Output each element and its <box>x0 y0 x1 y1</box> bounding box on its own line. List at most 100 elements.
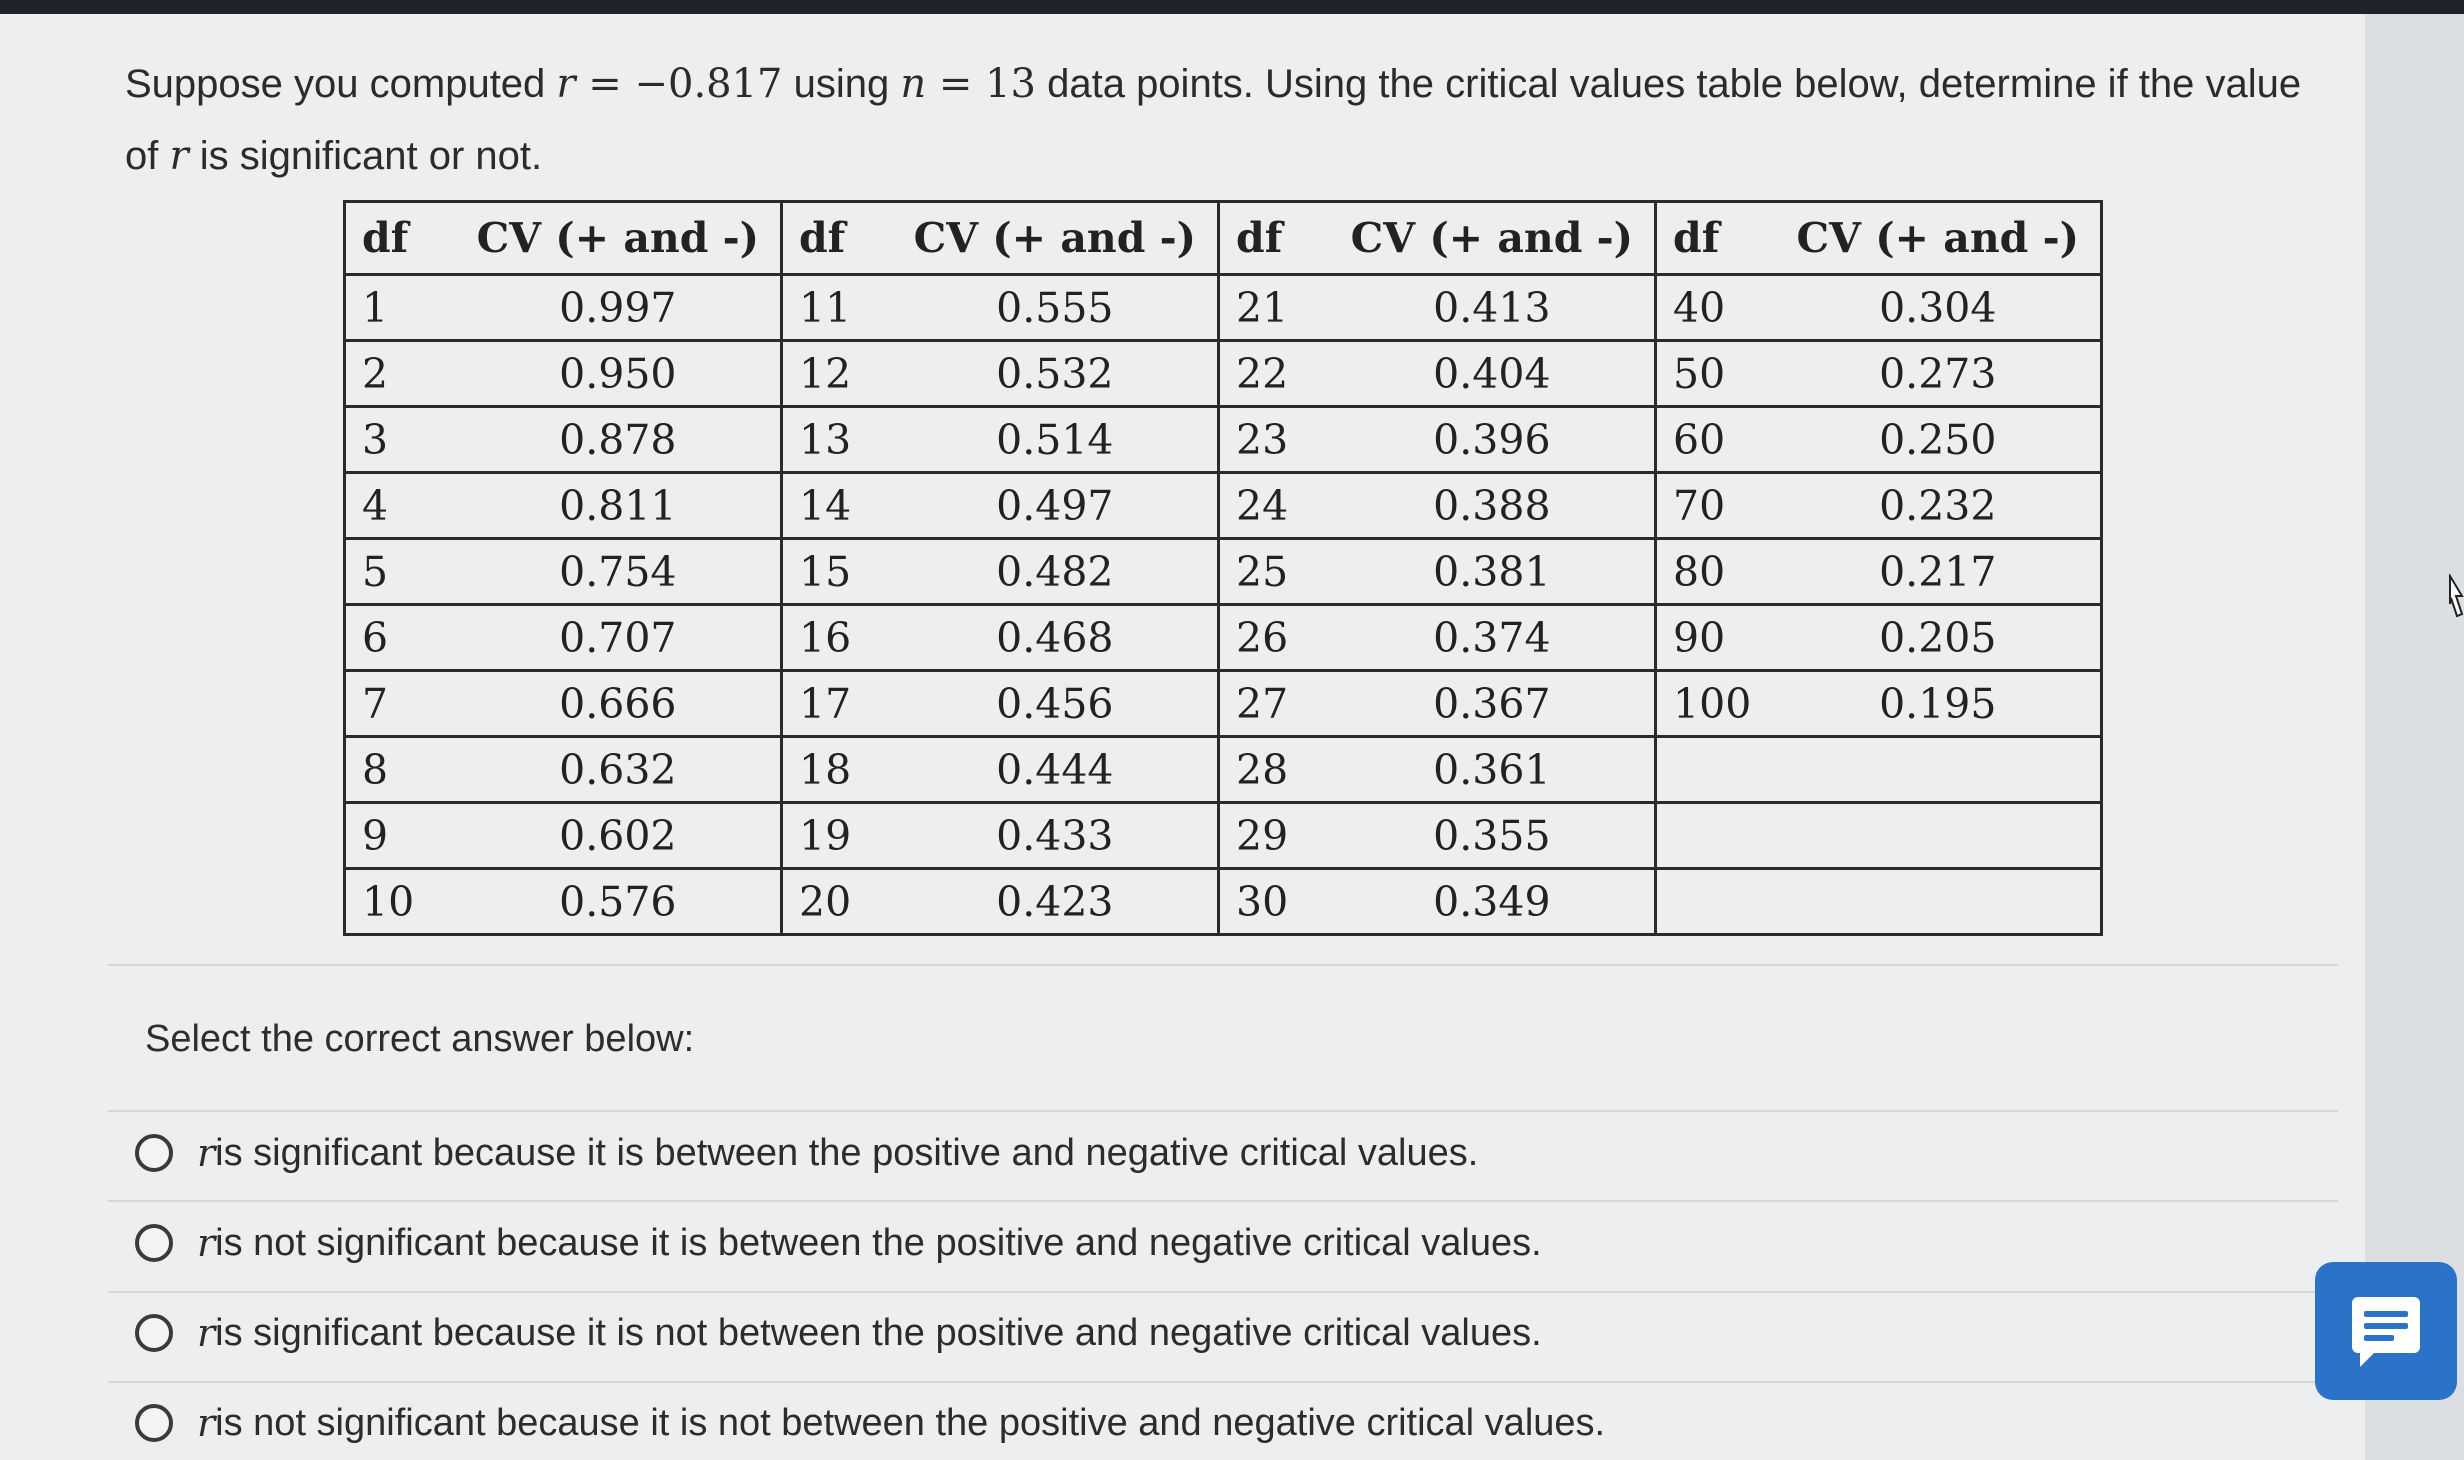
df-cell: 8 <box>344 735 456 804</box>
df-cell: 14 <box>781 471 893 540</box>
question-line2-prefix: of <box>125 134 170 178</box>
cv-cell <box>1775 801 2102 870</box>
cursor-icon <box>2449 574 2464 618</box>
cv-cell: 0.456 <box>892 669 1221 738</box>
table-row: 1 0.997 11 0.555 21 0.413 40 0.304 <box>344 273 2102 342</box>
df-cell: 4 <box>344 471 456 540</box>
radio-button[interactable] <box>135 1404 173 1442</box>
df-cell: 20 <box>781 867 893 936</box>
df-cell: 27 <box>1218 669 1330 738</box>
n-symbol: n <box>900 61 927 107</box>
df-cell: 21 <box>1218 273 1330 342</box>
cv-cell: 0.361 <box>1329 735 1658 804</box>
cv-cell: 0.950 <box>455 339 784 408</box>
table-header: df <box>1218 200 1330 276</box>
cv-cell: 0.497 <box>892 471 1221 540</box>
df-cell: 5 <box>344 537 456 606</box>
cv-cell: 0.811 <box>455 471 784 540</box>
df-cell: 24 <box>1218 471 1330 540</box>
divider <box>108 1110 2338 1112</box>
divider <box>108 964 2338 966</box>
df-cell <box>1655 867 1776 936</box>
r-symbol: r <box>556 61 576 107</box>
df-cell: 100 <box>1655 669 1776 738</box>
divider <box>108 1381 2338 1383</box>
table-row: 8 0.632 18 0.444 28 0.361 <box>344 735 2102 804</box>
critical-values-table: df CV (+ and -) df CV (+ and -) df CV (+… <box>343 200 2103 936</box>
table-header: CV (+ and -) <box>1329 200 1658 276</box>
cv-cell <box>1775 867 2102 936</box>
df-cell: 9 <box>344 801 456 870</box>
df-cell: 70 <box>1655 471 1776 540</box>
df-cell: 28 <box>1218 735 1330 804</box>
df-cell: 11 <box>781 273 893 342</box>
cv-cell: 0.304 <box>1775 273 2102 342</box>
cv-cell: 0.349 <box>1329 867 1658 936</box>
table-row: 2 0.950 12 0.532 22 0.404 50 0.273 <box>344 339 2102 408</box>
df-cell: 90 <box>1655 603 1776 672</box>
table-row: 5 0.754 15 0.482 25 0.381 80 0.217 <box>344 537 2102 606</box>
option-text: is significant because it is between the… <box>215 1131 1479 1174</box>
option-symbol: r <box>197 1131 216 1175</box>
chat-button[interactable] <box>2315 1262 2457 1400</box>
table-header-row: df CV (+ and -) df CV (+ and -) df CV (+… <box>344 200 2102 276</box>
answer-option-1[interactable]: r is significant because it is between t… <box>135 1118 2335 1188</box>
question-prefix: Suppose you computed <box>125 62 557 106</box>
table-row: 10 0.576 20 0.423 30 0.349 <box>344 867 2102 936</box>
cv-cell: 0.754 <box>455 537 784 606</box>
df-cell: 3 <box>344 405 456 474</box>
df-cell: 26 <box>1218 603 1330 672</box>
question-text: Suppose you computed r = −0.817 using n … <box>125 48 2335 192</box>
table-header: CV (+ and -) <box>1775 200 2102 276</box>
radio-button[interactable] <box>135 1134 173 1172</box>
df-cell: 17 <box>781 669 893 738</box>
cv-cell: 0.273 <box>1775 339 2102 408</box>
cv-cell: 0.433 <box>892 801 1221 870</box>
cv-cell: 0.388 <box>1329 471 1658 540</box>
cv-cell: 0.413 <box>1329 273 1658 342</box>
r-value: = −0.817 <box>575 61 783 107</box>
df-cell: 18 <box>781 735 893 804</box>
question-using: using <box>782 62 901 106</box>
df-cell: 16 <box>781 603 893 672</box>
df-cell: 60 <box>1655 405 1776 474</box>
radio-button[interactable] <box>135 1314 173 1352</box>
df-cell: 25 <box>1218 537 1330 606</box>
right-gutter <box>2365 14 2464 1460</box>
df-cell: 29 <box>1218 801 1330 870</box>
df-cell: 7 <box>344 669 456 738</box>
option-text: is not significant because it is not bet… <box>215 1401 1606 1444</box>
cv-cell: 0.423 <box>892 867 1221 936</box>
df-cell: 13 <box>781 405 893 474</box>
df-cell: 2 <box>344 339 456 408</box>
cv-cell: 0.468 <box>892 603 1221 672</box>
cv-cell: 0.514 <box>892 405 1221 474</box>
cv-cell: 0.997 <box>455 273 784 342</box>
r-symbol: r <box>169 133 189 179</box>
cv-cell: 0.367 <box>1329 669 1658 738</box>
df-cell: 15 <box>781 537 893 606</box>
cv-cell: 0.396 <box>1329 405 1658 474</box>
cv-cell: 0.555 <box>892 273 1221 342</box>
df-cell: 80 <box>1655 537 1776 606</box>
cv-cell: 0.355 <box>1329 801 1658 870</box>
option-symbol: r <box>197 1311 216 1355</box>
radio-button[interactable] <box>135 1224 173 1262</box>
table-header: CV (+ and -) <box>892 200 1221 276</box>
answer-option-2[interactable]: r is not significant because it is betwe… <box>135 1208 2335 1278</box>
answer-option-3[interactable]: r is significant because it is not betwe… <box>135 1298 2335 1368</box>
df-cell: 23 <box>1218 405 1330 474</box>
cv-cell: 0.217 <box>1775 537 2102 606</box>
divider <box>108 1291 2338 1293</box>
cv-cell: 0.232 <box>1775 471 2102 540</box>
cv-cell: 0.374 <box>1329 603 1658 672</box>
option-text: is not significant because it is between… <box>215 1221 1542 1264</box>
df-cell: 40 <box>1655 273 1776 342</box>
table-row: 7 0.666 17 0.456 27 0.367 100 0.195 <box>344 669 2102 738</box>
answer-option-4[interactable]: r is not significant because it is not b… <box>135 1388 2335 1458</box>
option-symbol: r <box>197 1401 216 1445</box>
df-cell: 6 <box>344 603 456 672</box>
df-cell: 12 <box>781 339 893 408</box>
cv-cell: 0.482 <box>892 537 1221 606</box>
df-cell: 22 <box>1218 339 1330 408</box>
